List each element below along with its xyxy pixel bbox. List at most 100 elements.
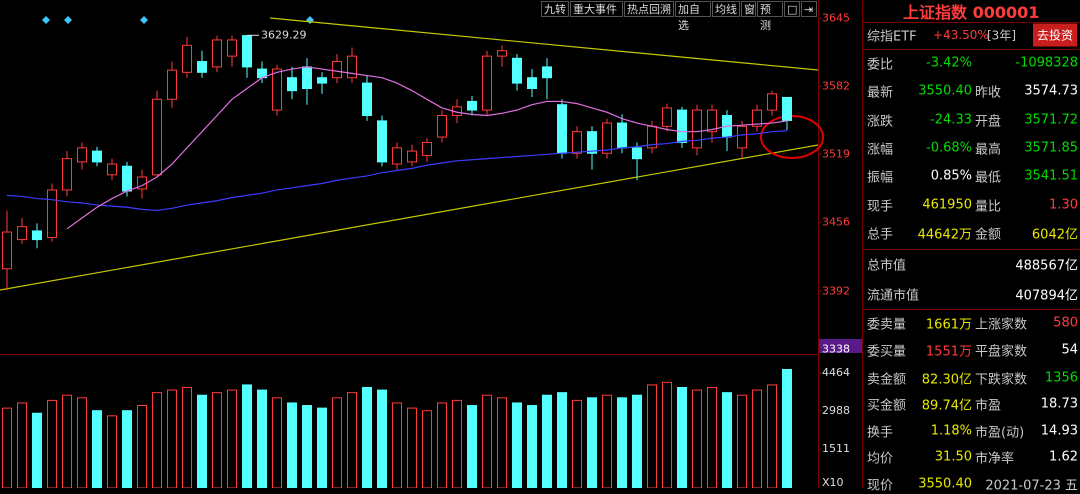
volume-bar: [302, 405, 312, 488]
volume-bar: [197, 394, 207, 488]
y-tick-label: 3645: [822, 11, 850, 24]
candle-body: [2, 231, 12, 270]
candle-body: [107, 163, 117, 176]
separator: [863, 49, 1080, 50]
volume-bar: [632, 394, 642, 488]
candle-body: [512, 57, 522, 84]
volume-bar: [77, 397, 87, 488]
quote-value: 44642万: [917, 227, 972, 243]
volume-bar: [572, 399, 582, 488]
candle-body: [392, 147, 402, 165]
candle-body: [167, 69, 177, 100]
volume-bar: [107, 415, 117, 488]
quote-label: 平盘家数: [975, 344, 1028, 360]
volume-bar: [767, 384, 777, 488]
last-tick-highlight: [819, 339, 862, 353]
highlight-circle: [760, 115, 824, 159]
quote-label: 下跌家数: [975, 372, 1028, 388]
volume-bar: [407, 407, 417, 488]
event-markers[interactable]: [42, 16, 314, 24]
candle-body: [377, 120, 387, 163]
volume-tick-label: 4464: [822, 366, 850, 379]
trend-line: [269, 17, 819, 71]
etf-change: +43.50%: [933, 28, 989, 42]
quote-label: 最低: [975, 170, 1002, 186]
lock-button[interactable]: □: [784, 1, 800, 17]
toolbar-button[interactable]: 预测: [757, 1, 783, 32]
volume-bar: [647, 384, 657, 488]
quote-label: 委买量: [867, 344, 907, 360]
candle-body: [602, 122, 612, 154]
volume-bar: [677, 387, 687, 488]
volume-bar: [617, 397, 627, 488]
etf-label: 综指ETF: [867, 29, 917, 45]
quote-label: 最新: [867, 85, 894, 101]
candle-body: [737, 125, 747, 149]
candle-body: [497, 50, 507, 57]
volume-bar: [32, 412, 42, 488]
volume-unit: X10: [822, 476, 844, 488]
toolbar-button[interactable]: 加自选: [675, 1, 711, 32]
moving-average: [66, 66, 788, 230]
volume-bar: [332, 397, 342, 488]
toolbar-button[interactable]: 热点回溯: [624, 1, 674, 17]
y-tick-label: 3338: [822, 343, 850, 356]
volume-bar: [782, 368, 792, 488]
volume-tick-label: 2988: [822, 404, 850, 417]
toolbar-button[interactable]: 窗: [741, 1, 756, 17]
quote-value: 407894亿: [1015, 288, 1078, 304]
quote-value: 1.30: [1049, 197, 1078, 213]
quote-value: 461950: [922, 197, 972, 213]
candle-body: [362, 82, 372, 116]
quote-value: 31.50: [934, 449, 972, 465]
candle-body: [572, 131, 582, 154]
candle-body: [152, 98, 162, 176]
candle-body: [197, 61, 207, 73]
volume-bar: [527, 405, 537, 488]
quote-value: 580: [1053, 315, 1078, 331]
quote-value: 1.18%: [930, 423, 972, 439]
candle-body: [347, 55, 357, 79]
volume-bar: [227, 389, 237, 488]
high-label: 3629.29: [261, 28, 307, 41]
quote-value: 3541.51: [1024, 168, 1078, 184]
y-tick-label: 3519: [822, 147, 850, 160]
quote-value: 3550.40: [918, 83, 972, 99]
exit-button[interactable]: ⇥: [801, 1, 817, 17]
quote-label: 总市值: [867, 258, 907, 274]
candle-body: [617, 122, 627, 149]
volume-bar: [722, 392, 732, 488]
quote-label: 最高: [975, 142, 1002, 158]
invest-button[interactable]: 去投资: [1033, 23, 1078, 47]
volume-bar: [272, 397, 282, 488]
separator: [863, 249, 1080, 250]
quote-label: 均价: [867, 451, 894, 467]
quote-label: 开盘: [975, 114, 1002, 130]
quote-label: 委比: [867, 57, 894, 73]
quote-label: 金额: [975, 227, 1002, 243]
volume-bar: [512, 402, 522, 488]
moving-average: [6, 129, 788, 212]
candle-body: [707, 109, 717, 133]
candle-body: [587, 131, 597, 154]
candle-body: [542, 66, 552, 79]
candle-body: [692, 109, 702, 149]
quote-label: 流通市值: [867, 288, 920, 304]
volume-bar: [17, 402, 27, 488]
quote-value: 0.85%: [930, 168, 972, 184]
quote-value: 1661万: [925, 317, 972, 333]
candle-body: [437, 114, 447, 138]
volume-bar: [167, 389, 177, 488]
quote-label: 总手: [867, 227, 894, 243]
quote-value: 54: [1061, 342, 1078, 358]
toolbar-button[interactable]: 重大事件: [570, 1, 623, 17]
toolbar-button[interactable]: 九转: [541, 1, 569, 17]
candle-body: [62, 158, 72, 191]
candle-body: [227, 39, 237, 57]
volume-bar: [602, 394, 612, 488]
candle-body: [467, 100, 477, 111]
panel-title: 上证指数 000001: [903, 3, 1040, 22]
toolbar-button[interactable]: 均线: [712, 1, 740, 17]
candle-body: [677, 109, 687, 143]
